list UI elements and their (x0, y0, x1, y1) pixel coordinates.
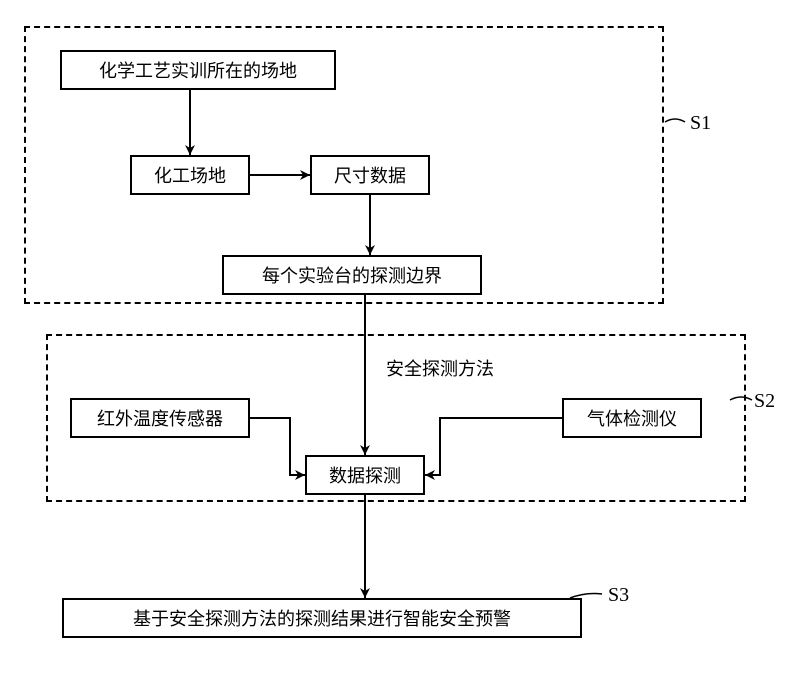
label-s2: S2 (754, 390, 775, 413)
node-smart-warning: 基于安全探测方法的探测结果进行智能安全预警 (62, 598, 582, 638)
node-detection-boundary: 每个实验台的探测边界 (222, 255, 482, 295)
diagram-canvas: 化学工艺实训所在的场地 化工场地 尺寸数据 每个实验台的探测边界 红外温度传感器… (0, 0, 798, 689)
node-label: 每个实验台的探测边界 (262, 262, 442, 288)
node-label: 数据探测 (329, 462, 401, 488)
node-label: 化工场地 (154, 162, 226, 188)
node-label: 气体检测仪 (587, 405, 677, 431)
node-ir-sensor: 红外温度传感器 (70, 398, 250, 438)
node-label: 红外温度传感器 (97, 405, 223, 431)
label-s3: S3 (608, 584, 629, 607)
free-label: 安全探测方法 (386, 359, 494, 379)
node-chem-site: 化工场地 (130, 155, 250, 195)
label-method: 安全探测方法 (386, 355, 494, 381)
label-s1: S1 (690, 112, 711, 135)
s-label-text: S2 (754, 390, 775, 412)
node-label: 化学工艺实训所在的场地 (99, 57, 297, 83)
s-label-text: S3 (608, 584, 629, 606)
node-dimension-data: 尺寸数据 (310, 155, 430, 195)
node-training-site: 化学工艺实训所在的场地 (60, 50, 336, 90)
node-gas-detector: 气体检测仪 (562, 398, 702, 438)
node-label: 尺寸数据 (334, 162, 406, 188)
node-label: 基于安全探测方法的探测结果进行智能安全预警 (133, 605, 511, 631)
s-label-text: S1 (690, 112, 711, 134)
node-data-detection: 数据探测 (305, 455, 425, 495)
